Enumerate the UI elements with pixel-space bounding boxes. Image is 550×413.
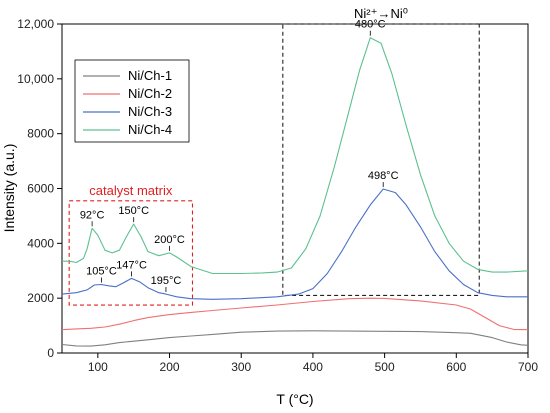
x-tick-label: 400: [303, 360, 323, 374]
peak-annotation: 498°C: [368, 170, 399, 182]
y-axis-title: Intensity (a.u.): [1, 144, 17, 233]
x-tick-label: 200: [160, 360, 180, 374]
peak-annotation: 92°C: [80, 209, 105, 221]
catalyst-matrix-region-box: [68, 200, 194, 306]
catalyst-matrix-label: catalyst matrix: [89, 183, 173, 198]
series-line-1: [62, 330, 528, 347]
legend-label: Ni/Ch-3: [128, 104, 172, 119]
x-tick-label: 500: [375, 360, 395, 374]
peak-annotation: 150°C: [118, 205, 149, 217]
legend-label: Ni/Ch-4: [128, 122, 172, 137]
legend-label: Ni/Ch-2: [128, 86, 172, 101]
series-line-3: [62, 188, 528, 300]
y-tick-label: 10,000: [17, 72, 54, 86]
x-tick-label: 300: [231, 360, 251, 374]
series-line-4: [62, 37, 528, 275]
x-tick-label: 600: [446, 360, 466, 374]
reduction-label: Ni²⁺→Ni⁰: [354, 6, 408, 21]
legend-box: [74, 59, 190, 143]
y-tick-label: 4000: [27, 236, 54, 250]
y-tick-label: 12,000: [17, 17, 54, 31]
peak-annotation: 195°C: [151, 275, 182, 287]
peak-annotation: 147°C: [116, 259, 147, 271]
y-tick-label: 2000: [27, 291, 54, 305]
x-tick-label: 100: [88, 360, 108, 374]
legend: Ni/Ch-1 Ni/Ch-2 Ni/Ch-3 Ni/Ch-4: [74, 59, 190, 143]
x-tick-label: 700: [518, 360, 538, 374]
legend-label: Ni/Ch-1: [128, 68, 172, 83]
peak-annotation: 105°C: [86, 265, 117, 277]
reduction-region-box: [282, 23, 480, 296]
series-line-2: [62, 297, 528, 331]
peak-annotation: 480°C: [355, 19, 386, 31]
y-tick-label: 0: [47, 346, 54, 360]
peak-annotation: 200°C: [154, 234, 185, 246]
x-axis-title: T (°C): [276, 391, 313, 407]
y-tick-label: 8000: [27, 127, 54, 141]
y-tick-label: 6000: [27, 182, 54, 196]
